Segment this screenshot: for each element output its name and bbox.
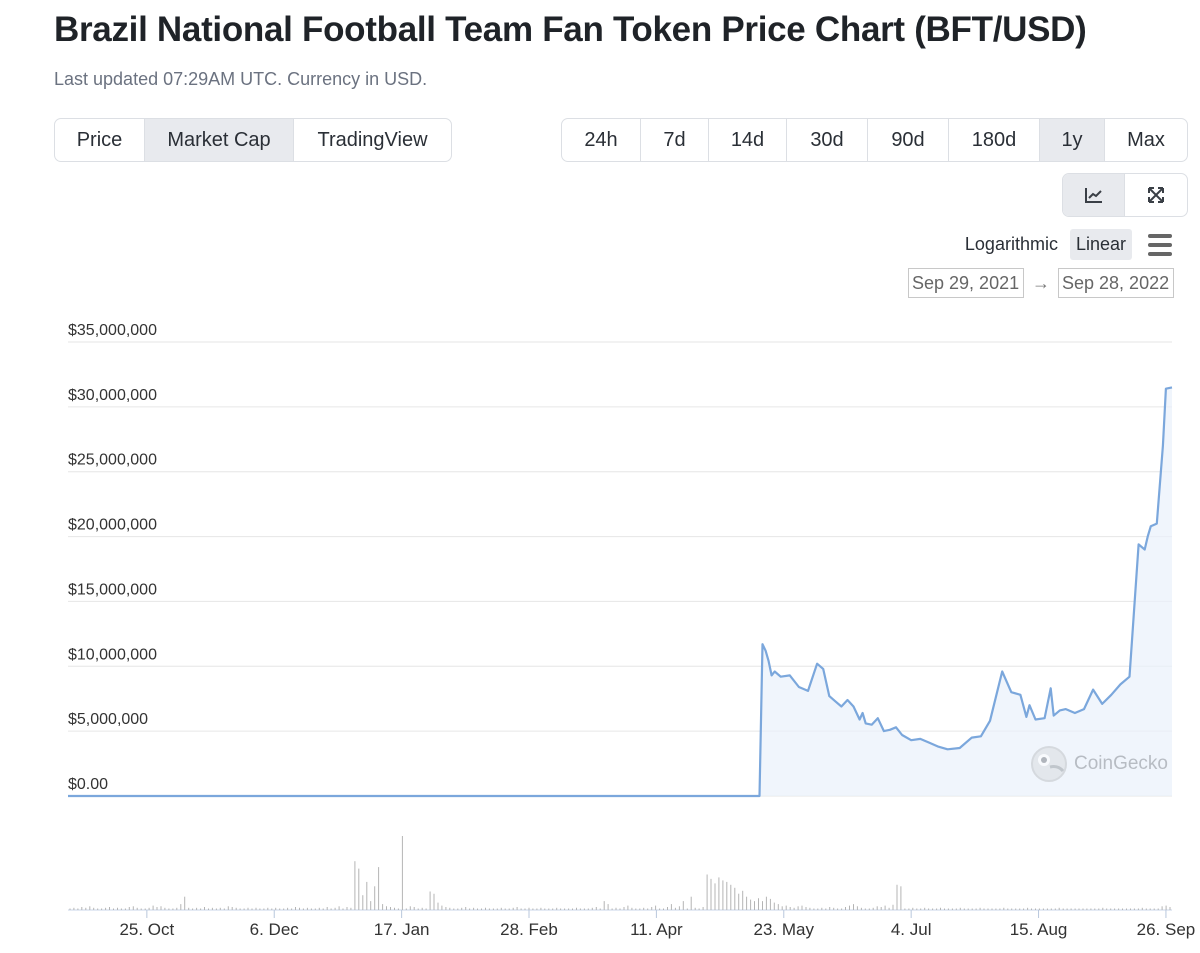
y-tick-label: $20,000,000 [68, 517, 157, 534]
y-tick-label: $25,000,000 [68, 452, 157, 469]
x-tick-label: 15. Aug [1010, 920, 1068, 939]
tab-tradingview[interactable]: TradingView [294, 119, 451, 161]
watermark-text: CoinGecko [1074, 753, 1168, 774]
hamburger-menu-icon[interactable] [1148, 233, 1172, 256]
y-tick-label: $15,000,000 [68, 581, 157, 598]
range-30d-button[interactable]: 30d [787, 119, 868, 161]
y-tick-label: $35,000,000 [68, 322, 157, 339]
scale-selector: Logarithmic Linear [959, 229, 1172, 260]
tab-market-cap[interactable]: Market Cap [145, 119, 294, 161]
time-range-selector: 24h 7d 14d 30d 90d 180d 1y Max [561, 118, 1188, 162]
market-cap-area [68, 387, 1172, 796]
x-tick-label: 26. Sep [1137, 920, 1196, 939]
range-7d-button[interactable]: 7d [641, 119, 709, 161]
fullscreen-button[interactable] [1125, 174, 1187, 216]
logarithmic-scale-option[interactable]: Logarithmic [964, 234, 1058, 254]
y-tick-label: $0.00 [68, 776, 108, 793]
range-90d-button[interactable]: 90d [868, 119, 949, 161]
range-end-input[interactable] [1058, 268, 1174, 298]
x-tick-label: 25. Oct [119, 920, 174, 939]
range-1y-button[interactable]: 1y [1040, 119, 1105, 161]
chart-type-tabs: Price Market Cap TradingView [54, 118, 452, 162]
tab-price[interactable]: Price [55, 119, 145, 161]
coingecko-logo-icon [1031, 746, 1067, 782]
x-tick-label: 17. Jan [374, 920, 430, 939]
x-tick-label: 6. Dec [250, 920, 300, 939]
page-title: Brazil National Football Team Fan Token … [54, 10, 1087, 49]
date-range-picker: → [908, 268, 1174, 298]
y-tick-label: $5,000,000 [68, 711, 148, 728]
line-chart-view-button[interactable] [1063, 174, 1125, 216]
coingecko-watermark: CoinGecko [1030, 745, 1168, 783]
range-arrow: → [1032, 272, 1050, 293]
market-cap-line [68, 386, 1173, 798]
line-chart-icon [1084, 188, 1102, 203]
range-180d-button[interactable]: 180d [949, 119, 1040, 161]
y-tick-label: $30,000,000 [68, 387, 157, 404]
last-updated-text: Last updated 07:29AM UTC. Currency in US… [54, 69, 428, 89]
linear-scale-option[interactable]: Linear [1069, 229, 1132, 260]
y-tick-label: $10,000,000 [68, 646, 157, 663]
chart-view-toggle [1062, 173, 1188, 217]
x-tick-label: 4. Jul [891, 920, 932, 939]
x-tick-label: 28. Feb [500, 920, 558, 939]
range-24h-button[interactable]: 24h [562, 119, 641, 161]
range-start-input[interactable] [908, 268, 1024, 298]
range-14d-button[interactable]: 14d [709, 119, 787, 161]
x-tick-label: 23. May [754, 920, 815, 939]
range-max-button[interactable]: Max [1105, 119, 1187, 161]
x-tick-label: 11. Apr [630, 920, 683, 939]
expand-icon [1148, 187, 1164, 203]
